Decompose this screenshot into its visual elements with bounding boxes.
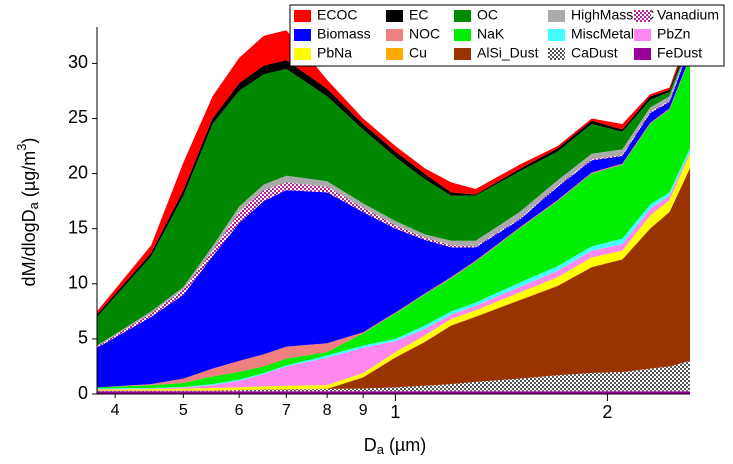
legend-swatch xyxy=(634,48,651,60)
legend-swatch xyxy=(386,29,403,41)
y-axis-label: dM/dlogDa (µg/m3) xyxy=(14,138,41,287)
legend-label: Biomass xyxy=(317,26,371,42)
legend-swatch xyxy=(634,10,651,22)
legend-swatch xyxy=(454,10,471,22)
area xyxy=(97,168,690,391)
legend-swatch xyxy=(294,29,311,41)
x-axis-label: Da (µm) xyxy=(364,435,427,458)
legend-label: PbZn xyxy=(657,26,690,42)
axes: 0 5 10 15 20 25 30 4 5 6 7 8 9 1 2 xyxy=(68,27,690,422)
legend-label: MiscMetals xyxy=(571,26,641,42)
legend-swatch xyxy=(548,48,565,60)
legend-label: ECOC xyxy=(317,7,357,23)
area xyxy=(97,46,690,388)
legend-swatch xyxy=(548,29,565,41)
x-tick-label: 8 xyxy=(323,402,332,419)
y-tick-label: 10 xyxy=(68,273,88,293)
area xyxy=(97,151,690,390)
y-tick-label: 20 xyxy=(68,162,88,182)
legend-label: AlSi_Dust xyxy=(477,45,539,61)
x-tick-label: 7 xyxy=(282,402,291,419)
legend-label: PbNa xyxy=(317,45,352,61)
legend-swatch xyxy=(294,10,311,22)
y-tick-label: 0 xyxy=(78,383,88,403)
area xyxy=(97,153,690,391)
legend-label: HighMassOC xyxy=(571,7,654,23)
area xyxy=(97,41,690,346)
legend-label: Cu xyxy=(409,45,427,61)
y-tick-label: 15 xyxy=(68,217,88,237)
legend-swatch xyxy=(454,48,471,60)
y-tick-label: 30 xyxy=(68,52,88,72)
legend-swatch xyxy=(548,10,565,22)
y-tick-label: 5 xyxy=(78,328,88,348)
x-tick-label: 2 xyxy=(602,402,612,422)
legend-label: NaK xyxy=(477,26,505,42)
plot-area xyxy=(97,30,690,394)
legend-swatch xyxy=(454,29,471,41)
legend-swatch xyxy=(294,48,311,60)
legend-label: Vanadium xyxy=(657,7,719,23)
area xyxy=(97,148,690,390)
legend-swatch xyxy=(386,10,403,22)
legend-swatch xyxy=(386,48,403,60)
area xyxy=(97,57,690,389)
legend-label: EC xyxy=(409,7,428,23)
legend-label: NOC xyxy=(409,26,440,42)
x-tick-label: 6 xyxy=(235,402,244,419)
legend-label: FeDust xyxy=(657,45,702,61)
x-tick-label: 5 xyxy=(179,402,188,419)
area xyxy=(97,360,690,392)
legend-label: OC xyxy=(477,7,498,23)
x-tick-label: 1 xyxy=(390,402,400,422)
x-tick-label: 9 xyxy=(359,402,368,419)
y-tick-label: 25 xyxy=(68,107,88,127)
legend-label: CaDust xyxy=(571,45,618,61)
legend-box xyxy=(289,4,725,67)
area xyxy=(97,391,690,394)
legend-swatch xyxy=(634,29,651,41)
x-tick-label: 4 xyxy=(111,402,120,419)
